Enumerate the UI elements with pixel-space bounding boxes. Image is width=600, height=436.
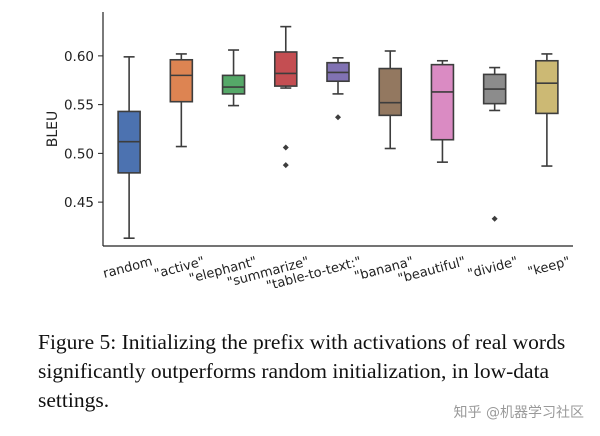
outlier-point xyxy=(335,114,341,121)
box-rect xyxy=(169,58,194,103)
box-4 xyxy=(326,57,350,121)
box-rect xyxy=(273,51,298,87)
box-5 xyxy=(378,50,403,150)
figure-caption: Figure 5: Initializing the prefix with a… xyxy=(38,330,566,412)
outlier-point xyxy=(282,162,289,169)
y-axis-label: BLEU xyxy=(45,111,61,148)
x-tick-label: "divide" xyxy=(466,254,520,282)
box-7 xyxy=(482,66,507,222)
x-tick-label: "keep" xyxy=(526,254,572,280)
y-tick-label: 0.55 xyxy=(64,98,94,114)
x-tick-label: random xyxy=(102,254,155,282)
box-rect xyxy=(430,63,455,141)
outlier-point xyxy=(282,144,289,151)
box-6 xyxy=(430,59,455,163)
box-8 xyxy=(535,53,559,167)
y-tick-label: 0.50 xyxy=(64,146,94,162)
boxes xyxy=(117,25,559,239)
box-rect xyxy=(378,67,403,117)
box-3 xyxy=(273,25,298,169)
box-2 xyxy=(221,49,246,107)
box-plot-chart: 0.450.500.550.60BLEUrandom"active""eleph… xyxy=(45,12,573,294)
box-rect xyxy=(535,59,559,115)
axes xyxy=(98,12,573,247)
box-1 xyxy=(169,53,194,148)
outlier-point xyxy=(491,215,498,222)
box-0 xyxy=(117,56,141,239)
watermark: 知乎 @机器学习社区 xyxy=(453,405,584,421)
y-tick-label: 0.60 xyxy=(64,49,94,65)
y-tick-label: 0.45 xyxy=(64,195,94,211)
box-rect xyxy=(221,74,246,95)
